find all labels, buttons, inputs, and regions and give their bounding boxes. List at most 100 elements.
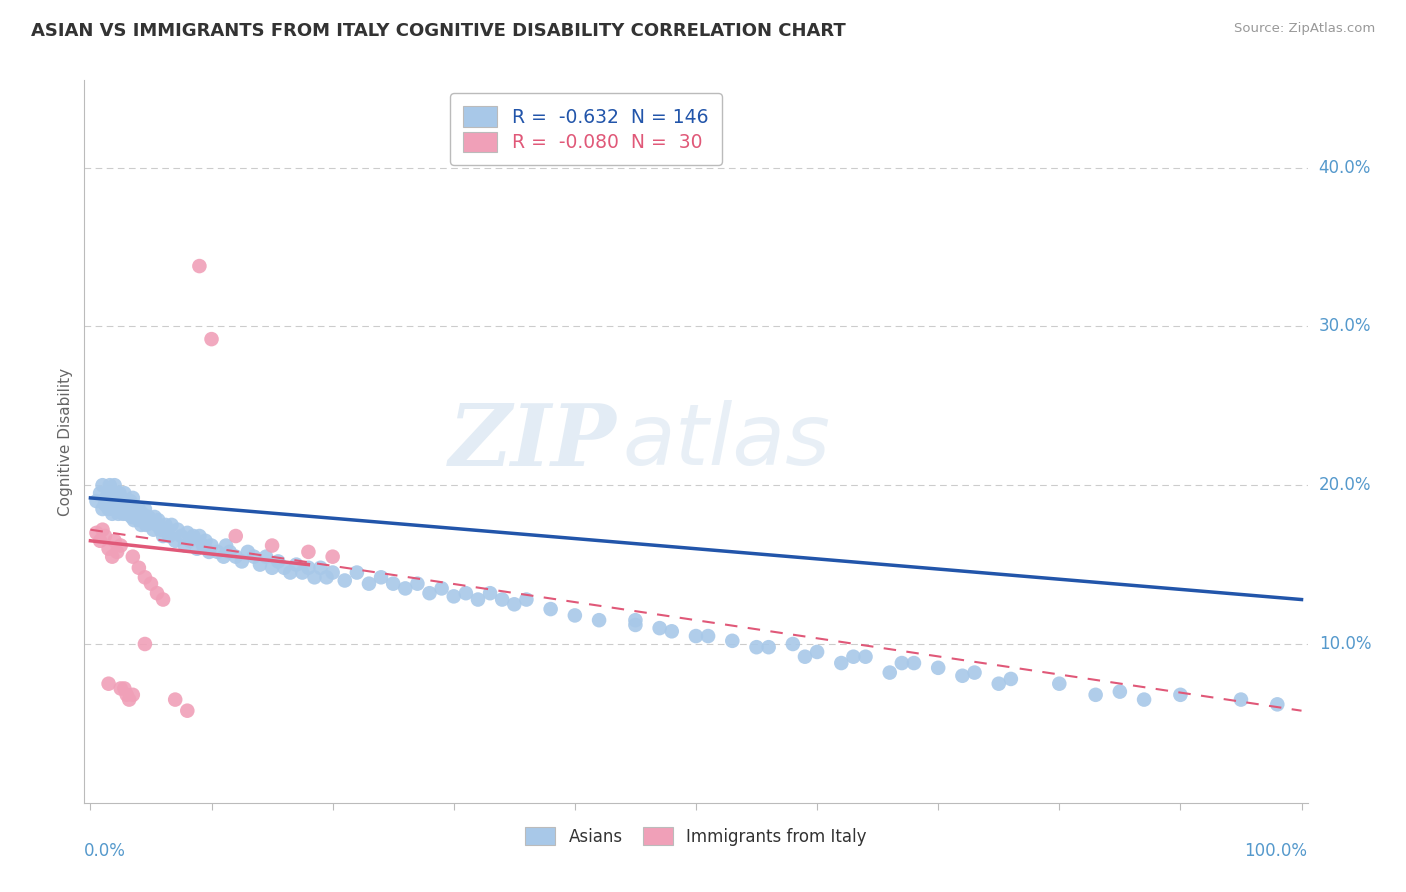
Point	[1133, 692, 1156, 706]
Point	[160, 517, 183, 532]
Point	[503, 597, 526, 611]
Point	[118, 692, 141, 706]
Point	[262, 561, 284, 575]
Text: ZIP: ZIP	[449, 400, 616, 483]
Point	[855, 649, 877, 664]
Point	[515, 592, 537, 607]
Point	[101, 549, 124, 564]
Point	[830, 656, 852, 670]
Point	[105, 545, 128, 559]
Point	[97, 676, 120, 690]
Point	[173, 539, 195, 553]
Point	[243, 549, 266, 564]
Point	[1265, 698, 1288, 712]
Point	[134, 502, 156, 516]
Point	[406, 576, 429, 591]
Point	[143, 510, 166, 524]
Point	[309, 561, 332, 575]
Point	[121, 549, 143, 564]
Point	[291, 566, 314, 580]
Point	[430, 582, 453, 596]
Text: Source: ZipAtlas.com: Source: ZipAtlas.com	[1234, 22, 1375, 36]
Point	[91, 502, 114, 516]
Point	[108, 502, 131, 516]
Point	[104, 502, 127, 516]
Point	[661, 624, 683, 639]
Point	[104, 478, 127, 492]
Point	[382, 576, 405, 591]
Point	[165, 533, 187, 548]
Point	[114, 502, 136, 516]
Text: 20.0%: 20.0%	[1319, 476, 1371, 494]
Point	[927, 661, 949, 675]
Point	[111, 502, 134, 516]
Point	[89, 533, 111, 548]
Point	[149, 523, 172, 537]
Point	[297, 561, 319, 575]
Point	[105, 497, 128, 511]
Point	[1230, 692, 1253, 706]
Point	[624, 613, 647, 627]
Point	[188, 529, 211, 543]
Point	[467, 592, 489, 607]
Point	[118, 502, 141, 516]
Y-axis label: Cognitive Disability: Cognitive Disability	[58, 368, 73, 516]
Point	[267, 554, 290, 568]
Point	[564, 608, 586, 623]
Point	[215, 539, 238, 553]
Point	[207, 545, 229, 559]
Point	[108, 486, 131, 500]
Text: 40.0%: 40.0%	[1319, 159, 1371, 177]
Point	[86, 494, 108, 508]
Point	[273, 561, 295, 575]
Point	[198, 545, 221, 559]
Point	[278, 566, 301, 580]
Point	[1000, 672, 1022, 686]
Point	[806, 645, 828, 659]
Point	[491, 592, 513, 607]
Point	[191, 539, 214, 553]
Point	[110, 539, 132, 553]
Point	[120, 494, 142, 508]
Point	[115, 688, 138, 702]
Point	[110, 497, 132, 511]
Point	[540, 602, 562, 616]
Point	[96, 491, 118, 505]
Point	[1170, 688, 1192, 702]
Point	[357, 576, 380, 591]
Point	[697, 629, 720, 643]
Point	[952, 669, 974, 683]
Point	[115, 494, 138, 508]
Point	[134, 570, 156, 584]
Point	[103, 494, 125, 508]
Point	[183, 529, 205, 543]
Point	[131, 507, 153, 521]
Point	[129, 510, 152, 524]
Point	[139, 576, 162, 591]
Point	[104, 491, 127, 505]
Point	[588, 613, 610, 627]
Point	[125, 507, 148, 521]
Point	[146, 586, 169, 600]
Text: ASIAN VS IMMIGRANTS FROM ITALY COGNITIVE DISABILITY CORRELATION CHART: ASIAN VS IMMIGRANTS FROM ITALY COGNITIVE…	[31, 22, 845, 40]
Point	[987, 676, 1010, 690]
Point	[333, 574, 356, 588]
Point	[128, 513, 150, 527]
Point	[394, 582, 416, 596]
Point	[91, 478, 114, 492]
Point	[148, 513, 170, 527]
Point	[115, 507, 138, 521]
Point	[94, 497, 117, 511]
Point	[128, 502, 150, 516]
Point	[879, 665, 901, 680]
Point	[454, 586, 477, 600]
Point	[648, 621, 671, 635]
Point	[782, 637, 804, 651]
Legend: Asians, Immigrants from Italy: Asians, Immigrants from Italy	[516, 817, 876, 856]
Point	[89, 486, 111, 500]
Point	[186, 541, 208, 556]
Point	[101, 507, 124, 521]
Text: atlas: atlas	[623, 400, 831, 483]
Point	[285, 558, 308, 572]
Point	[322, 549, 344, 564]
